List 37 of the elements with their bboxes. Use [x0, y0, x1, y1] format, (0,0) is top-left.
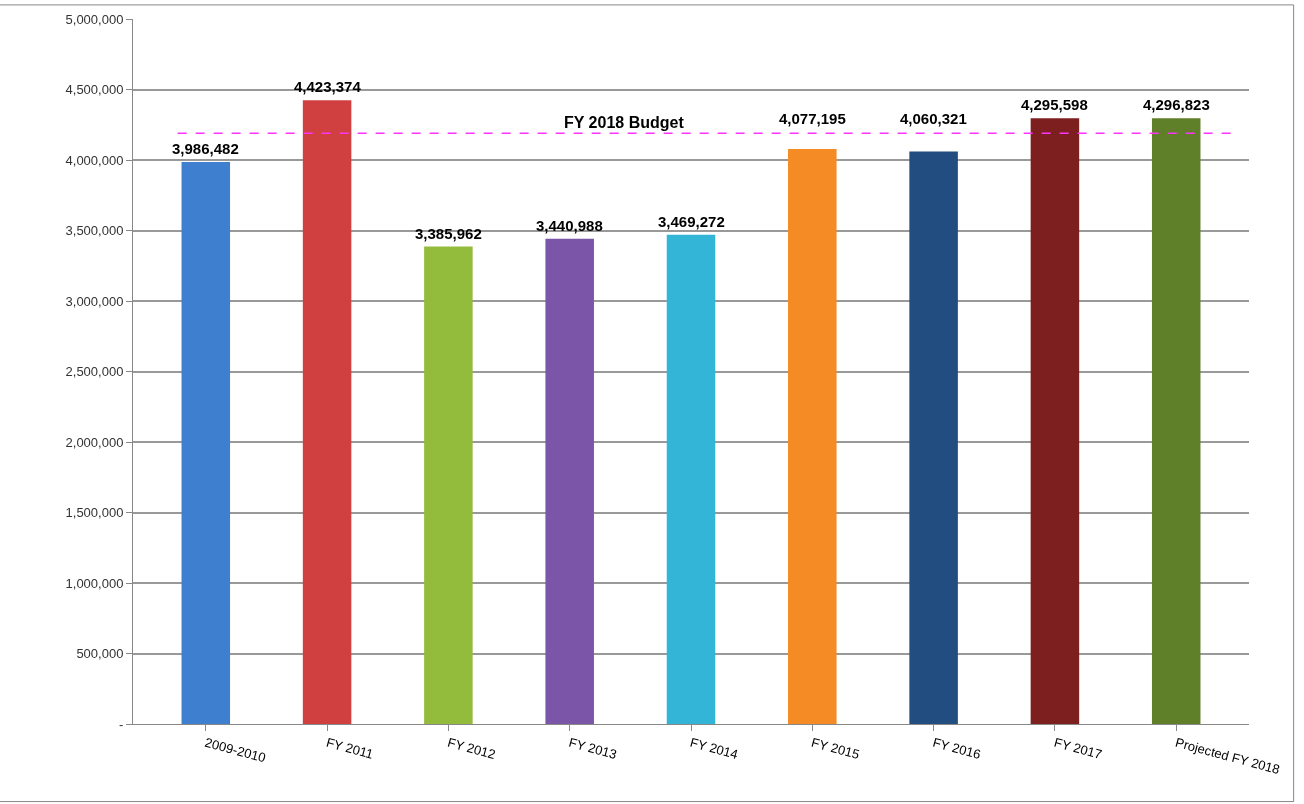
- data-label: 3,440,988: [536, 217, 603, 234]
- data-label: 4,060,321: [900, 110, 967, 127]
- bar: [1151, 118, 1201, 724]
- y-tick-label: 2,500,000: [65, 364, 124, 380]
- bar: [666, 234, 716, 724]
- x-tick-label: FY 2012: [445, 734, 498, 762]
- bar: [424, 246, 473, 724]
- y-tick-label: 5,000,000: [65, 11, 124, 27]
- data-label: 4,423,374: [294, 78, 362, 95]
- data-label: 3,986,482: [172, 140, 239, 157]
- data-label: 4,295,598: [1021, 96, 1088, 113]
- x-tick-label: FY 2013: [567, 734, 619, 762]
- data-label: 4,296,823: [1143, 96, 1210, 113]
- bar: [545, 238, 594, 724]
- y-tick-label: 3,500,000: [65, 223, 124, 239]
- x-tick-label: FY 2017: [1052, 734, 1104, 762]
- bar: [181, 161, 231, 724]
- x-tick-label: FY 2011: [324, 734, 375, 762]
- y-tick-label: 4,500,000: [65, 82, 124, 98]
- bar: [302, 100, 352, 724]
- data-label: 4,077,195: [779, 110, 846, 127]
- x-tick-label: FY 2014: [688, 734, 740, 762]
- y-tick-label: 1,500,000: [65, 505, 124, 521]
- x-tick-label: FY 2016: [931, 734, 983, 762]
- x-tick-label: FY 2015: [809, 734, 861, 762]
- data-label: 3,385,962: [415, 225, 482, 242]
- data-label: 3,469,272: [658, 213, 725, 230]
- bar: [788, 149, 837, 724]
- bar: [909, 151, 958, 724]
- bar: [1030, 118, 1080, 724]
- y-tick-label: 3,000,000: [65, 293, 124, 309]
- y-tick-label: 500,000: [76, 646, 124, 662]
- y-tick-label: 4,000,000: [65, 152, 124, 168]
- ref-line-label: FY 2018 Budget: [564, 114, 685, 131]
- y-tick-label: 2,000,000: [65, 434, 124, 450]
- y-tick-label: -: [119, 716, 124, 732]
- y-tick-label: 1,000,000: [65, 575, 124, 591]
